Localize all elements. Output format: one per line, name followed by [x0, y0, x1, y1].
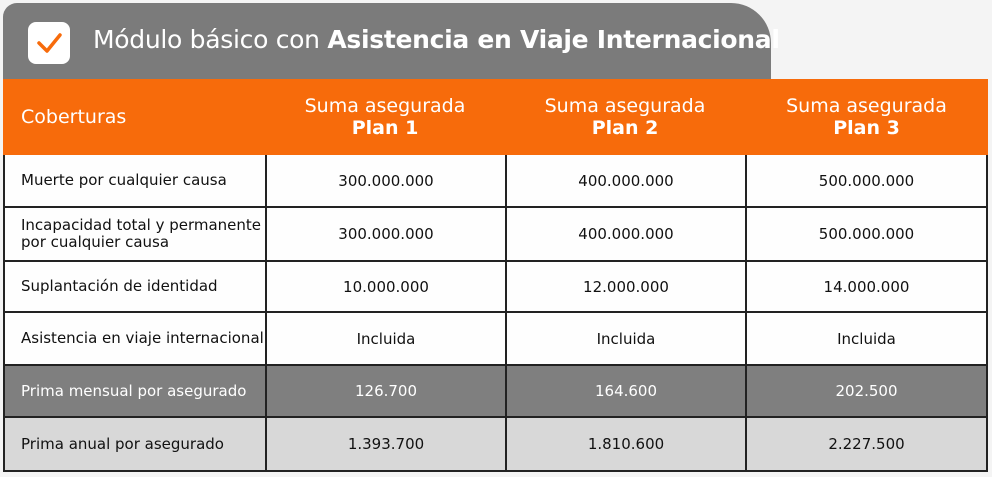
table-row: Prima anual por asegurado 1.393.700 1.810.… — [3, 418, 988, 472]
title-prefix: Módulo básico con — [93, 25, 320, 54]
row-value: Incluida — [265, 313, 505, 364]
row-value: 500.000.000 — [745, 208, 988, 260]
header-plan: Plan 1 — [351, 117, 419, 139]
header-line: Suma asegurada — [304, 95, 466, 117]
header-cell: Suma asegurada Plan 2 — [505, 79, 745, 155]
title-tab: Módulo básico con Asistencia en Viaje In… — [3, 3, 780, 79]
header-cell: Coberturas — [3, 79, 265, 155]
row-label: Incapacidad total y permanente por cualq… — [3, 208, 265, 260]
row-value: Incluida — [505, 313, 745, 364]
table-row: Prima mensual por asegurado 126.700 164.60… — [3, 366, 988, 418]
row-value: 1.810.600 — [505, 418, 745, 470]
header-line: Coberturas — [21, 106, 127, 128]
row-value: 12.000.000 — [505, 262, 745, 311]
title-emphasis: Asistencia en Viaje Internacional — [327, 25, 780, 54]
check-icon — [28, 22, 70, 64]
row-label: Muerte por cualquier causa — [3, 155, 265, 206]
row-value: 202.500 — [745, 366, 988, 416]
table-body: Muerte por cualquier causa 300.000.000 400… — [3, 155, 988, 472]
row-value: 126.700 — [265, 366, 505, 416]
row-value: 10.000.000 — [265, 262, 505, 311]
row-label: Prima mensual por asegurado — [3, 366, 265, 416]
row-label: Asistencia en viaje internacional — [3, 313, 265, 364]
check-mark — [37, 33, 62, 53]
table-row: Suplantación de identidad 10.000.000 12.00… — [3, 262, 988, 313]
header-cell: Suma asegurada Plan 1 — [265, 79, 505, 155]
table-header: Coberturas Suma asegurada Plan 1 Suma asegu… — [3, 79, 988, 155]
header-plan: Plan 3 — [833, 117, 900, 139]
table-row: Asistencia en viaje internacional Incluid… — [3, 313, 988, 366]
row-value: Incluida — [745, 313, 988, 364]
header-line: Suma asegurada — [786, 95, 947, 117]
title: Módulo básico con Asistencia en Viaje In… — [93, 25, 780, 54]
row-value: 1.393.700 — [265, 418, 505, 470]
table-row: Incapacidad total y permanente por cualq… — [3, 208, 988, 262]
row-value: 2.227.500 — [745, 418, 988, 470]
row-value: 164.600 — [505, 366, 745, 416]
row-label: Prima anual por asegurado — [3, 418, 265, 470]
row-value: 14.000.000 — [745, 262, 988, 311]
table-row: Muerte por cualquier causa 300.000.000 400… — [3, 155, 988, 208]
row-value: 300.000.000 — [265, 208, 505, 260]
row-label: Suplantación de identidad — [3, 262, 265, 311]
row-value: 400.000.000 — [505, 208, 745, 260]
header-plan: Plan 2 — [591, 117, 659, 139]
header-cell: Suma asegurada Plan 3 — [745, 79, 988, 155]
row-value: 500.000.000 — [745, 155, 988, 206]
row-value: 300.000.000 — [265, 155, 505, 206]
row-value: 400.000.000 — [505, 155, 745, 206]
header-line: Suma asegurada — [544, 95, 706, 117]
